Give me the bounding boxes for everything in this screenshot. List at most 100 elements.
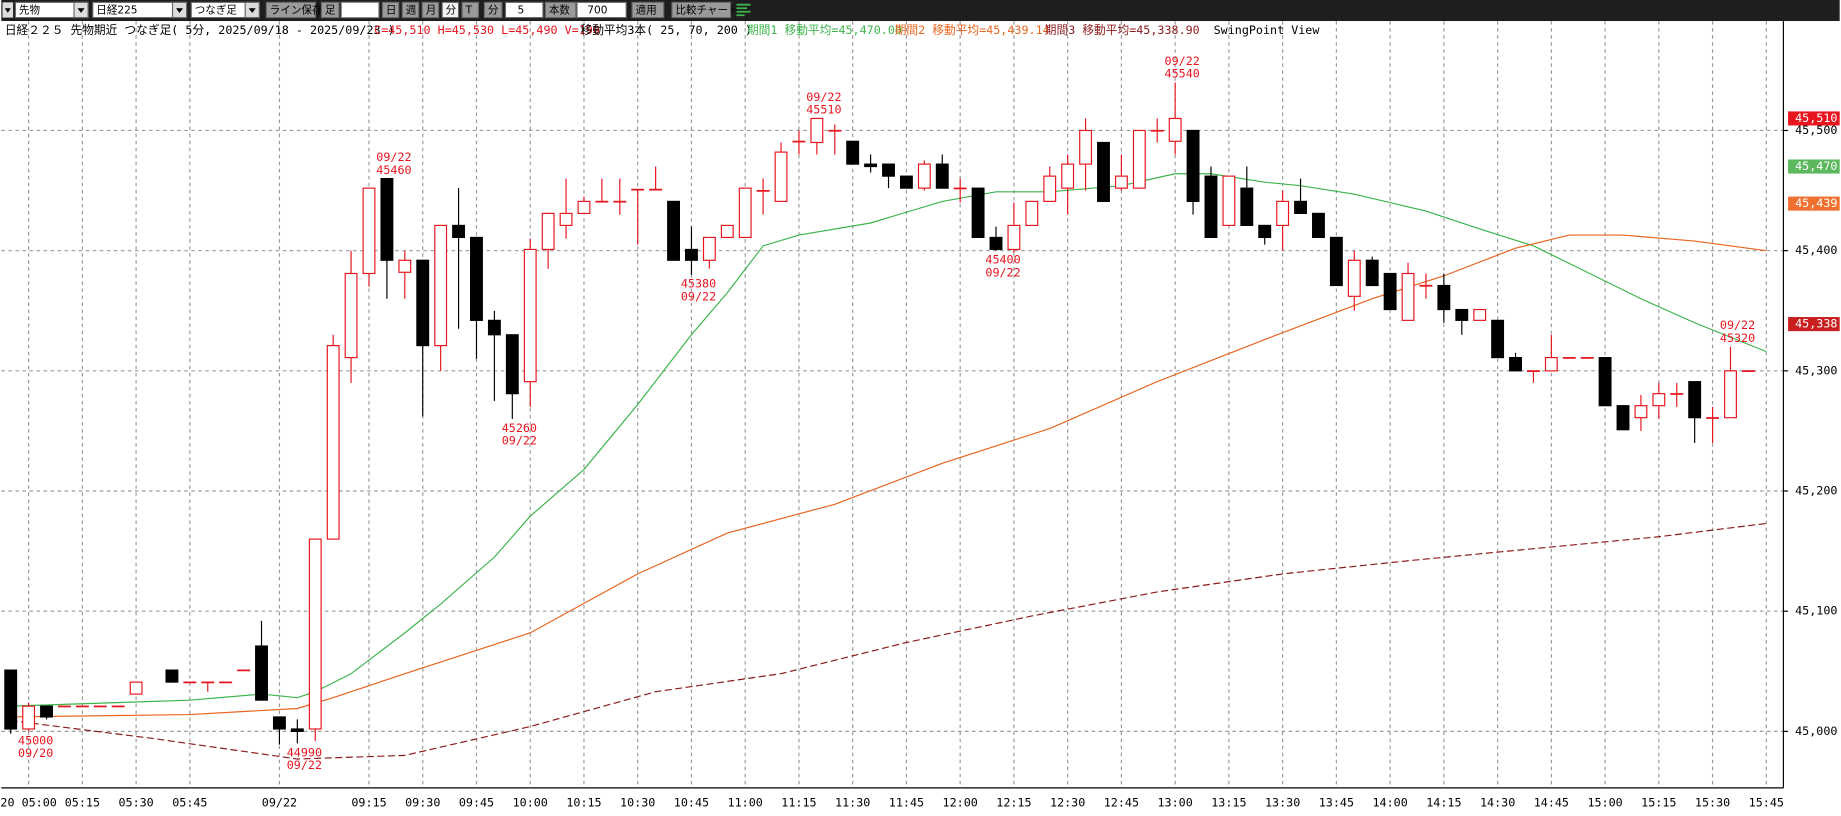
header-text: 移動平均3本( 25, 70, 200 ) (581, 23, 752, 37)
price-tag-label: 45,470.00 (1795, 159, 1841, 173)
legend-entry: 期間2 移動平均=45,439.14 (895, 23, 1050, 37)
toolbar-label[interactable]: T (465, 5, 473, 17)
toolbar-button[interactable] (381, 1, 400, 19)
candle-body (595, 200, 609, 203)
annotation-date: 09/22 (376, 150, 411, 164)
toolbar-label[interactable]: 700 (587, 5, 607, 17)
toolbar-button[interactable] (483, 1, 503, 19)
x-tick-label: 13:00 (1158, 796, 1193, 810)
candle-body (1258, 224, 1272, 239)
candle-body (487, 319, 501, 336)
input-box (340, 1, 380, 19)
toolbar-button[interactable] (576, 1, 627, 19)
x-tick-label: 13:45 (1319, 796, 1354, 810)
toolbar-label[interactable]: つなぎ足 (195, 4, 238, 17)
candle-body (702, 236, 716, 261)
toolbar-label[interactable]: 日 (386, 5, 397, 17)
candle-body (685, 248, 698, 261)
toolbar-label[interactable]: ライン保存 (270, 4, 323, 17)
candle-body (1168, 117, 1182, 142)
arrow-icon (176, 8, 184, 13)
candle-body (1276, 200, 1290, 226)
candle-body (1240, 187, 1254, 226)
candle-body (1616, 405, 1630, 431)
candle-body (111, 705, 125, 708)
candle-body (1312, 212, 1325, 239)
candles (4, 82, 1755, 745)
annotation-price: 45000 (18, 733, 53, 747)
x-tick-label: 05:15 (65, 796, 100, 810)
toolbar-label[interactable]: 月 (426, 5, 437, 17)
annotation-date: 09/22 (985, 265, 1020, 279)
toolbar-label[interactable]: 足 (325, 5, 336, 17)
candle-body (1598, 357, 1612, 407)
x-tick-label: 05:30 (118, 796, 153, 810)
price-tag (1788, 317, 1840, 332)
candle-body (1150, 129, 1164, 132)
toolbar-button[interactable] (320, 1, 340, 19)
toolbar-label[interactable]: 5 (518, 5, 525, 17)
candle-body (1562, 357, 1576, 359)
annotation-date: 09/20 (18, 746, 53, 760)
x-tick-label: 14:15 (1426, 796, 1461, 810)
ma-line (10, 234, 1767, 718)
candle-body (899, 175, 913, 189)
toolbar-button[interactable] (421, 1, 440, 19)
x-tick-label: 20 05:00 (0, 796, 56, 810)
chart-icon (736, 3, 751, 17)
toolbar-button[interactable] (461, 1, 480, 19)
toolbar-button[interactable] (265, 1, 317, 19)
x-tick-label: 14:45 (1534, 796, 1569, 810)
candle-body (1186, 129, 1200, 202)
candle-body (1724, 370, 1737, 419)
candle-body (398, 259, 412, 273)
toolbar-label[interactable]: 分 (488, 5, 499, 17)
candle-body (1294, 200, 1307, 214)
toolbar-button[interactable] (401, 1, 420, 19)
candle-body (1706, 417, 1720, 419)
toolbar-button[interactable] (544, 1, 577, 19)
toolbar-label[interactable]: 日経225 (96, 4, 137, 17)
annotation-date: 09/22 (806, 90, 841, 104)
toolbar-button[interactable] (441, 1, 460, 19)
toolbar-button[interactable] (631, 1, 665, 19)
y-tick-label: 45,200 (1795, 484, 1837, 498)
candle-body (1383, 272, 1397, 311)
toolbar-label[interactable]: 適用 (636, 4, 657, 17)
header-text: SwingPoint View (1214, 23, 1321, 37)
candle-body (649, 188, 663, 191)
candle-body (452, 224, 466, 239)
toolbar-button[interactable] (671, 1, 732, 19)
y-tick-label: 45,100 (1795, 604, 1837, 618)
x-tick-label: 10:45 (674, 796, 709, 810)
y-tick-label: 45,400 (1795, 243, 1837, 257)
legend-entry: 期間1 移動平均=45,470.00 (747, 23, 902, 37)
arrow-icon (248, 8, 256, 13)
chart-background (1, 21, 1840, 816)
candle-body (129, 681, 143, 695)
candle-body (380, 177, 394, 261)
toolbar-button[interactable] (504, 1, 544, 19)
candle-body (935, 163, 949, 189)
arrow-icon (77, 8, 85, 13)
toolbar-label[interactable]: 分 (446, 5, 457, 17)
toolbar-label[interactable]: 比較チャート (675, 4, 738, 17)
candle-body (272, 716, 286, 730)
toolbar-label[interactable]: 先物 (19, 4, 41, 17)
toolbar-label[interactable]: 本数 (549, 4, 571, 17)
candle-body (810, 117, 824, 144)
arrow-icon (4, 8, 11, 13)
candle-body (201, 681, 215, 684)
annotation-date: 09/22 (502, 434, 537, 448)
candle-body (1025, 200, 1039, 226)
price-tag (1788, 111, 1840, 126)
annotation-price: 45320 (1720, 331, 1755, 345)
x-tick-label: 11:15 (781, 796, 816, 810)
candle-body (971, 187, 985, 239)
x-tick-label: 14:00 (1372, 796, 1407, 810)
toolbar (1, 0, 1840, 22)
candle-body (344, 272, 358, 359)
toolbar-label[interactable]: 週 (406, 5, 417, 17)
